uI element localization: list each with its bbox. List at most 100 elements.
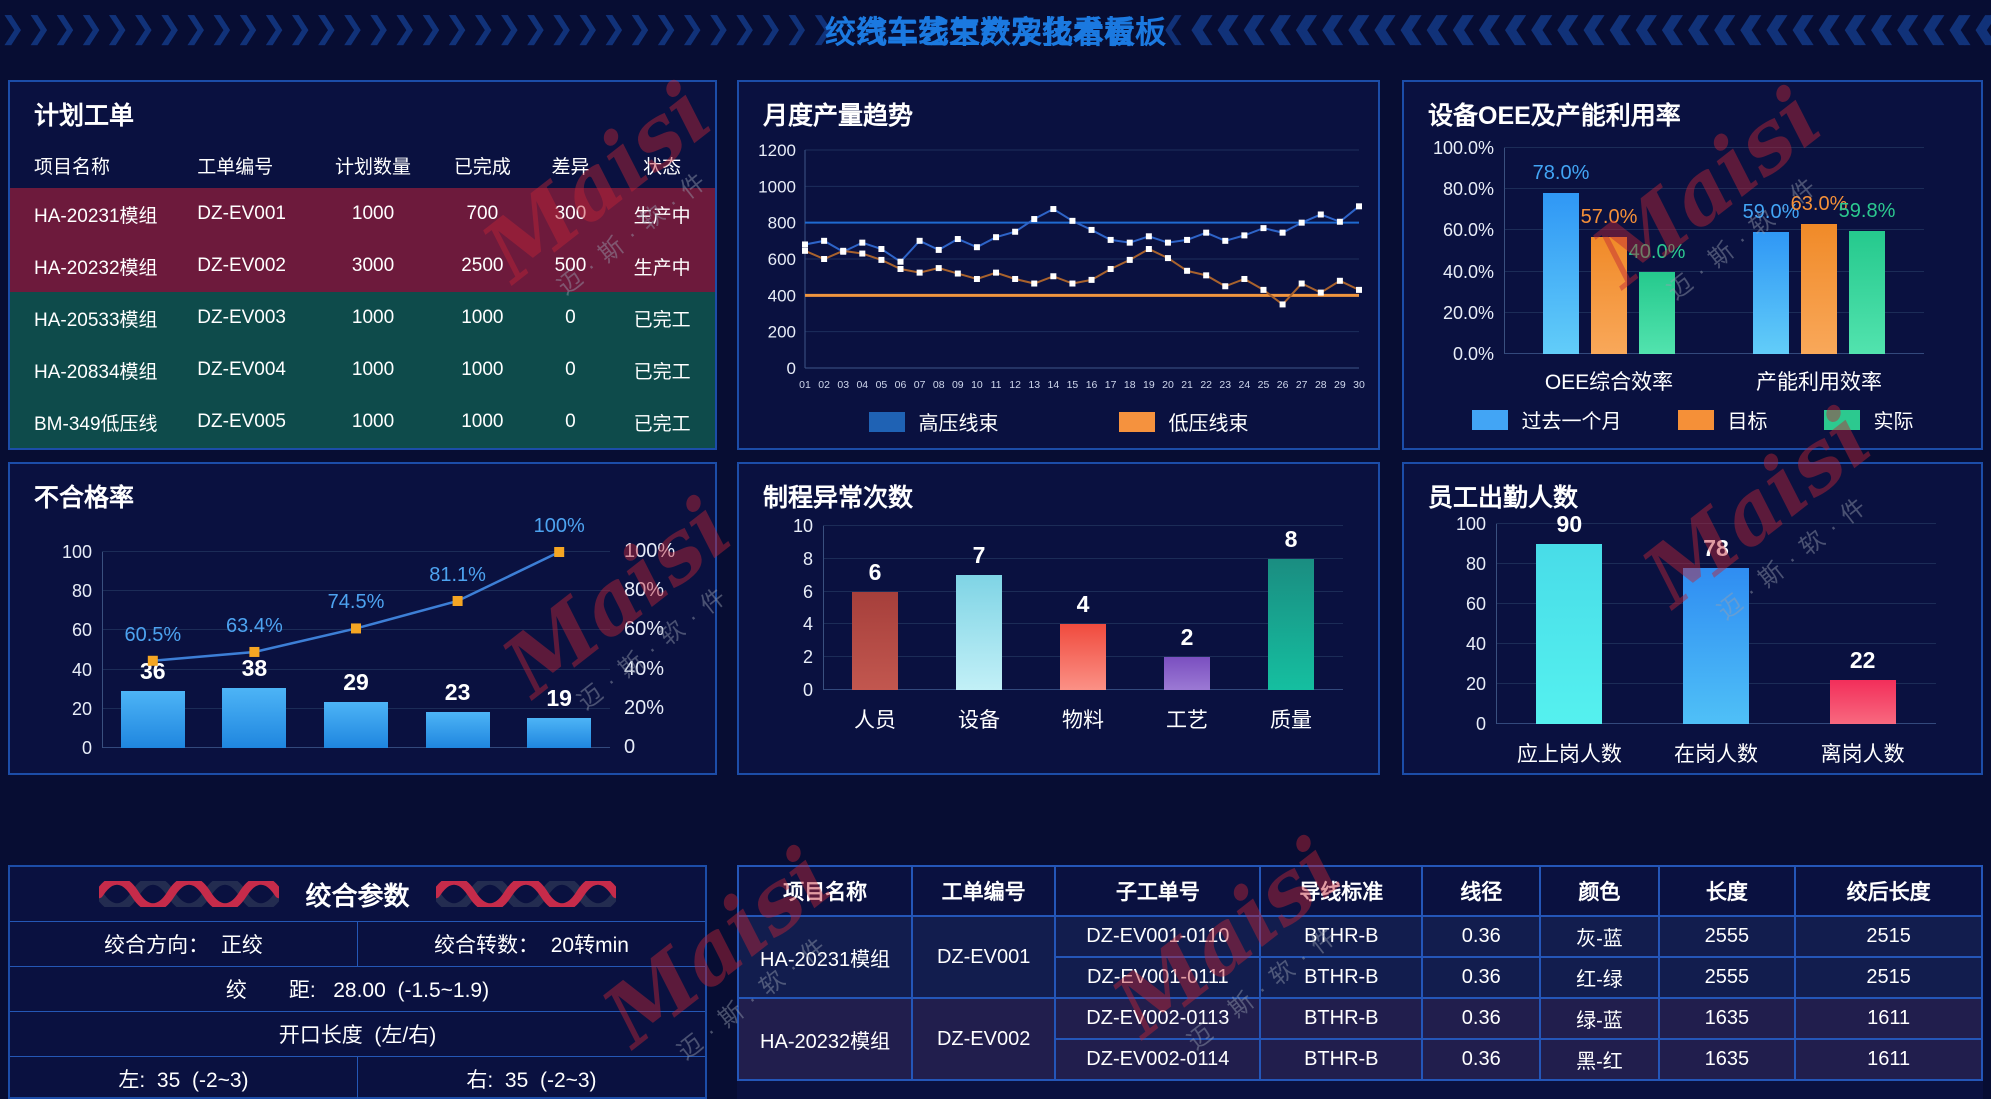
- panel-defect-rate: 不合格率 0 20 40 60 80 100 0 20% 40% 60% 80% 100% 36 38 29…: [8, 462, 717, 775]
- y-axis-tick-label: 100.0%: [1432, 138, 1494, 158]
- bar: [527, 717, 592, 748]
- bar: [324, 702, 388, 748]
- plan-table-cell: 500: [554, 255, 587, 276]
- y-axis-right-tick-label: 100%: [624, 540, 676, 562]
- sub-table-cell: 0.36: [1421, 997, 1542, 1040]
- svg-text:600: 600: [768, 250, 796, 269]
- svg-text:14: 14: [1048, 379, 1060, 391]
- plan-table-cell: DZ-EV004: [197, 359, 286, 380]
- bar-value-label: 29: [343, 669, 369, 696]
- panel-title-abnormal-count: 制程异常次数: [763, 484, 914, 512]
- plan-orders-table: 项目名称 工单编号 计划数量 已完成 差异 状态 HA-20231模组 DZ-EV001 100…: [10, 142, 715, 448]
- bar: [1267, 558, 1315, 690]
- twist-pitch-value: 绞 距: 28.00 (-1.5~1.9): [225, 979, 490, 1002]
- y-axis-tick-label: 0: [81, 738, 92, 758]
- twist-turns-value: 绞合转数： 20转min: [357, 922, 705, 966]
- twist-direction-value: 绞合方向： 正绞: [104, 934, 263, 957]
- sub-table-cell: DZ-EV001-0110: [1054, 915, 1262, 958]
- legend-swatch: [868, 411, 905, 432]
- y-axis-tick-label: 100: [1455, 514, 1486, 534]
- sub-table-cell: BTHR-B: [1259, 1038, 1424, 1081]
- legend-item-过去一个月[interactable]: 过去一个月: [1471, 405, 1622, 434]
- table-row: DZ-EV002-0114 BTHR-B 0.36 黑-红 1635 1611: [738, 1038, 1983, 1081]
- y-axis-tick-label: 80: [71, 581, 92, 602]
- plan-table-cell: 1000: [351, 307, 395, 328]
- table-row: HA-20232模组 DZ-EV002 3000 2500 500 生产中: [10, 240, 715, 292]
- y-axis-tick-label: 0.0%: [1452, 344, 1494, 364]
- sub-table-cell: 1635: [1657, 1038, 1797, 1081]
- gridline: [102, 551, 610, 552]
- sub-table-cell: 红-绿: [1539, 956, 1660, 999]
- gridline: [1504, 311, 1924, 313]
- sub-table-cell: DZ-EV001-0111: [1054, 956, 1262, 999]
- pareto-line-svg: [147, 547, 565, 666]
- bar-value-label: 38: [241, 654, 268, 681]
- svg-text:0: 0: [787, 359, 796, 378]
- svg-text:22: 22: [1200, 379, 1212, 391]
- svg-text:24: 24: [1239, 379, 1251, 391]
- panel-oee: 设备OEE及产能利用率 0.0% 20.0% 40.0% 60.0% 80.0% 100.…: [1402, 80, 1983, 450]
- y-axis-tick-label: 40: [71, 659, 92, 680]
- bar: [1849, 230, 1885, 354]
- table-row: HA-20231模组 DZ-EV001 DZ-EV001-0110 BTHR-B 0.3…: [736, 915, 1983, 999]
- table-row: HA-20834模组 DZ-EV004 1000 1000 0 已完工: [10, 344, 715, 396]
- bar: [425, 711, 490, 748]
- bar-value-label: 78: [1703, 535, 1729, 561]
- plan-table-cell: DZ-EV001: [197, 203, 286, 224]
- plan-table-header-cell: 已完成: [453, 156, 511, 178]
- sub-table-cell: 黑-红: [1539, 1038, 1660, 1081]
- legend-item-低压线束[interactable]: 低压线束: [1118, 407, 1249, 436]
- bar: [955, 575, 1003, 690]
- sub-table-header-cell: 颜色: [1539, 865, 1660, 917]
- svg-text:800: 800: [768, 214, 796, 233]
- table-row: HA-20231模组 DZ-EV001 1000 700 300 生产中: [10, 188, 715, 240]
- bar-value-label: 59.0%: [1742, 201, 1800, 224]
- sub-table-cell: 2555: [1657, 915, 1797, 958]
- legend-item-实际[interactable]: 实际: [1823, 405, 1914, 434]
- category-label: 质量: [1270, 709, 1312, 732]
- sub-table-cell: 1611: [1794, 1038, 1983, 1081]
- gridline: [1504, 147, 1924, 148]
- panel-title-plan-orders: 计划工单: [34, 102, 135, 130]
- y-axis-tick-label: 20: [71, 698, 92, 719]
- svg-text:28: 28: [1315, 379, 1327, 391]
- bar: [1801, 224, 1837, 354]
- category-label: 产能利用效率: [1756, 371, 1882, 394]
- table-row: HA-20533模组 DZ-EV003 1000 1000 0 已完工: [10, 292, 715, 344]
- table-row: BM-349低压线 DZ-EV005 1000 1000 0 已完工: [10, 396, 715, 448]
- bar-value-label: 8: [1284, 525, 1298, 552]
- legend-item-目标[interactable]: 目标: [1677, 405, 1768, 434]
- svg-text:06: 06: [895, 379, 907, 391]
- bar: [1683, 568, 1749, 724]
- sub-table-cell: 2555: [1657, 956, 1797, 999]
- plan-table-cell: 0: [565, 359, 576, 380]
- bar-value-label: 22: [1849, 647, 1876, 673]
- category-label: 应上岗人数: [1516, 743, 1622, 766]
- y-axis-tick-label: 20: [1465, 674, 1486, 694]
- sub-table-cell: BTHR-B: [1259, 956, 1424, 999]
- twisted-wire-icon: [99, 881, 280, 907]
- plan-table-header-cell: 项目名称: [34, 156, 111, 178]
- legend-item-高压线束[interactable]: 高压线束: [868, 407, 999, 436]
- plan-table-cell: DZ-EV003: [197, 307, 286, 328]
- line-value-label: 63.4%: [226, 614, 283, 637]
- svg-text:08: 08: [933, 379, 945, 391]
- category-label: 离岗人数: [1820, 743, 1905, 766]
- svg-text:25: 25: [1258, 379, 1270, 391]
- twist-row-opening: 开口长度 (左/右): [10, 1011, 705, 1056]
- sub-table-cell: BTHR-B: [1259, 915, 1424, 958]
- panel-sub-orders: 项目名称 工单编号 子工单号 导线标准 线径 颜色 长度 绞后长度 HA-20231模组 DZ-E…: [736, 865, 1983, 1099]
- plan-table-cell: 1000: [461, 359, 504, 380]
- y-axis-tick-label: 100: [61, 542, 92, 562]
- project-name-cell: HA-20232模组: [736, 997, 914, 1081]
- legend-swatch: [1471, 409, 1508, 430]
- plan-table-cell: DZ-EV002: [197, 255, 286, 276]
- bar-value-label: 59.8%: [1838, 199, 1896, 222]
- line-value-label: 81.1%: [429, 564, 486, 586]
- trend-chart-svg: 0 200 400 600 800 1000 1200 01 02 03 04 05 06 07 08 09 1…: [758, 141, 1365, 391]
- category-label: 物料: [1062, 709, 1104, 732]
- plan-table-cell: 0: [565, 411, 576, 432]
- y-axis-line: [823, 526, 824, 690]
- twisted-wire-icon: [435, 881, 616, 907]
- order-number-cell: DZ-EV002: [911, 997, 1057, 1081]
